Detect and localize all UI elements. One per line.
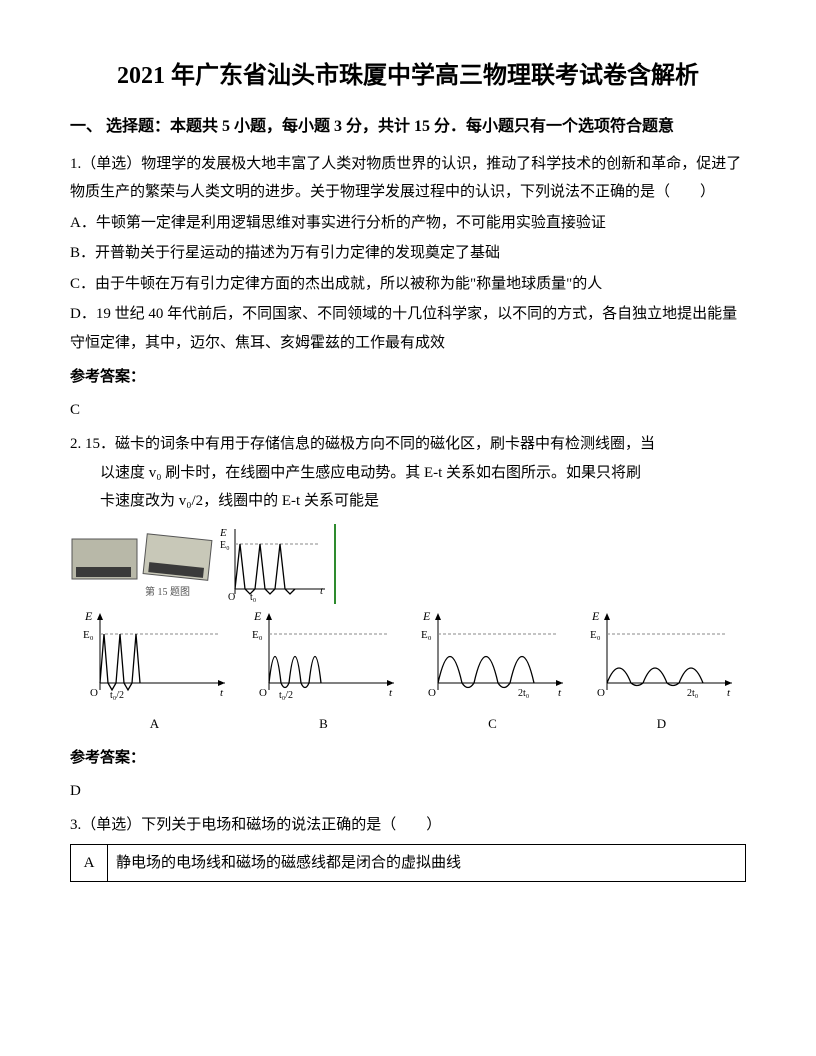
question-1-answer: C: [70, 396, 746, 425]
svg-text:E₀: E₀: [83, 629, 94, 641]
graph-option-b: E E₀ O t₀/2 t B: [239, 608, 408, 736]
svg-text:E: E: [84, 609, 93, 623]
graph-option-d: E E₀ O 2t₀ t D: [577, 608, 746, 736]
magnetic-card-icon: 第 15 题图: [70, 529, 220, 599]
svg-text:O: O: [90, 687, 98, 699]
emf-original-graph: E E₀ O t₀ t: [220, 524, 330, 604]
graph-label-c: C: [408, 712, 577, 737]
svg-text:E₀: E₀: [220, 540, 230, 551]
question-1-stem: 1.（单选）物理学的发展极大地丰富了人类对物质世界的认识，推动了科学技术的创新和…: [70, 150, 746, 207]
question-1-option-a: A．牛顿第一定律是利用逻辑思维对事实进行分析的产物，不可能用实验直接验证: [70, 209, 746, 238]
svg-text:2t₀: 2t₀: [518, 688, 530, 699]
graph-label-b: B: [239, 712, 408, 737]
question-3-option-a-text: 静电场的电场线和磁场的磁感线都是闭合的虚拟曲线: [108, 845, 745, 882]
svg-text:t₀/2: t₀/2: [110, 690, 124, 701]
svg-text:O: O: [259, 687, 267, 699]
svg-text:E₀: E₀: [421, 629, 432, 641]
svg-text:E: E: [422, 609, 431, 623]
svg-text:t: t: [727, 687, 731, 699]
page-title: 2021 年广东省汕头市珠厦中学高三物理联考试卷含解析: [70, 60, 746, 94]
green-divider-line: [334, 524, 336, 604]
section-1-heading: 一、 选择题：本题共 5 小题，每小题 3 分，共计 15 分．每小题只有一个选…: [70, 112, 746, 142]
question-1-option-d: D．19 世纪 40 年代前后，不同国家、不同领域的十几位科学家，以不同的方式，…: [70, 300, 746, 357]
svg-text:E: E: [220, 527, 227, 539]
graph-option-c: E E₀ O 2t₀ t C: [408, 608, 577, 736]
question-2-answer-label: 参考答案：: [70, 744, 746, 773]
svg-text:E: E: [253, 609, 262, 623]
question-3-stem: 3.（单选）下列关于电场和磁场的说法正确的是（ ）: [70, 811, 746, 840]
question-2-stem-line1: 2. 15．磁卡的词条中有用于存储信息的磁极方向不同的磁化区，刷卡器中有检测线圈…: [70, 430, 746, 459]
svg-text:O: O: [428, 687, 436, 699]
question-1-option-c: C．由于牛顿在万有引力定律方面的杰出成就，所以被称为能"称量地球质量"的人: [70, 270, 746, 299]
svg-text:t₀: t₀: [250, 592, 257, 603]
question-2-stem-line2: 以速度 v₀ 刷卡时，在线圈中产生感应电动势。其 E-t 关系如右图所示。如果只…: [70, 459, 746, 488]
svg-text:2t₀: 2t₀: [687, 688, 699, 699]
graph-label-d: D: [577, 712, 746, 737]
svg-text:E₀: E₀: [252, 629, 263, 641]
question-2-stem-line3: 卡速度改为 v₀/2，线圈中的 E-t 关系可能是: [70, 487, 746, 516]
svg-text:E₀: E₀: [590, 629, 601, 641]
svg-text:t: t: [389, 687, 393, 699]
svg-text:t: t: [558, 687, 562, 699]
question-2-figure-row-1: 第 15 题图 E E₀ O t₀ t: [70, 524, 746, 604]
question-2-figure-row-2: E E₀ O t₀/2 t A E E₀ O t₀/2 t B: [70, 608, 746, 736]
graph-label-a: A: [70, 712, 239, 737]
question-3-option-table: A 静电场的电场线和磁场的磁感线都是闭合的虚拟曲线: [70, 844, 746, 883]
graph-option-a: E E₀ O t₀/2 t A: [70, 608, 239, 736]
question-3-option-a-label: A: [71, 845, 108, 882]
svg-text:O: O: [228, 592, 235, 603]
svg-text:t: t: [320, 585, 324, 597]
svg-text:第 15 题图: 第 15 题图: [145, 585, 190, 598]
question-1-answer-label: 参考答案：: [70, 363, 746, 392]
svg-text:t: t: [220, 687, 224, 699]
svg-text:E: E: [591, 609, 600, 623]
question-1-option-b: B．开普勒关于行星运动的描述为万有引力定律的发现奠定了基础: [70, 239, 746, 268]
svg-text:t₀/2: t₀/2: [279, 690, 293, 701]
question-2-answer: D: [70, 777, 746, 806]
svg-text:O: O: [597, 687, 605, 699]
